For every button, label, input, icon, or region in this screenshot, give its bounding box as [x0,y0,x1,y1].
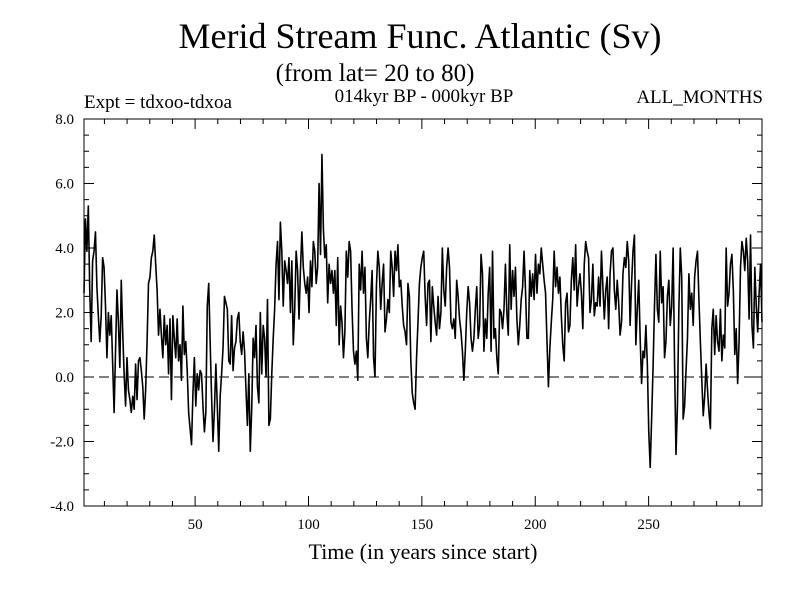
plot-frame [83,118,763,507]
x-tick-label: 100 [297,517,320,533]
y-tick-label: -4.0 [50,499,74,515]
months-label: ALL_MONTHS [636,87,763,108]
x-tick-label: 150 [411,517,434,533]
chart-title: Merid Stream Func. Atlantic (Sv) [179,16,662,56]
x-tick-label: 50 [188,517,203,533]
y-tick-label: 0.0 [55,370,74,386]
plot-area: 50 100 150 200 250 -4.0 -2.0 0.0 2.0 4.0 6.0 8.0 [50,112,763,533]
series-line [83,153,763,469]
period-label: 014kyr BP - 000kyr BP [335,86,514,107]
y-tick-label: 8.0 [55,112,74,128]
chart-subtitle: (from lat= 20 to 80) [276,60,475,87]
experiment-label: Expt = tdxoo-tdxoa [84,92,232,113]
y-tick-label: 2.0 [55,306,74,322]
x-axis-label: Time (in years since start) [309,539,538,564]
y-tick-label: 4.0 [55,241,74,257]
y-tick-label: -2.0 [50,435,74,451]
x-tick-label: 200 [524,517,547,533]
x-tick-label: 250 [637,517,660,533]
y-tick-label: 6.0 [55,177,74,193]
